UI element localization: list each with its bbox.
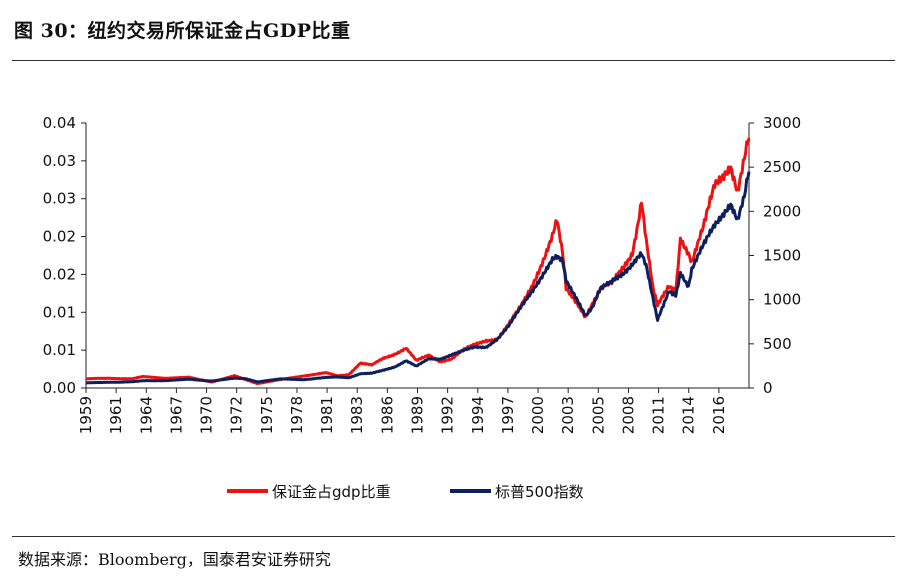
right-axis-tick-label: 1500 bbox=[763, 247, 801, 265]
series-line-sp500 bbox=[85, 171, 751, 385]
left-axis-tick-label: 0.04 bbox=[43, 114, 76, 132]
right-axis-tick-label: 500 bbox=[763, 335, 792, 353]
x-axis-tick-label: 2000 bbox=[529, 396, 547, 434]
title-rule bbox=[12, 60, 895, 61]
x-axis-tick-label: 1972 bbox=[228, 396, 246, 434]
left-axis-tick-label: 0.03 bbox=[43, 190, 76, 208]
source-rule bbox=[12, 536, 895, 537]
x-axis-tick-label: 1978 bbox=[288, 396, 306, 434]
x-axis-tick-label: 2008 bbox=[619, 396, 637, 434]
right-axis-tick-label: 3000 bbox=[763, 114, 801, 132]
left-axis-tick-label: 0.01 bbox=[43, 303, 76, 321]
x-axis-tick-label: 1997 bbox=[499, 396, 517, 434]
x-axis-tick-label: 1981 bbox=[318, 396, 336, 434]
x-axis-tick-label: 1975 bbox=[258, 396, 276, 434]
x-axis-tick-label: 1964 bbox=[137, 396, 155, 434]
series-layer bbox=[85, 137, 751, 386]
x-axis-tick-label: 1970 bbox=[198, 396, 216, 434]
x-axis-tick-label: 1959 bbox=[77, 396, 95, 434]
x-axis-tick-label: 1989 bbox=[409, 396, 427, 434]
left-axis-tick-label: 0.02 bbox=[43, 228, 76, 246]
x-axis-tick-label: 1983 bbox=[348, 396, 366, 434]
x-axis-tick-label: 1994 bbox=[469, 396, 487, 434]
chart: 0.00 0.01 0.01 0.02 0.02 0.03 0.03 0.04 0 500 1000… bbox=[43, 114, 802, 501]
x-axis-tick-label: 2005 bbox=[589, 396, 607, 434]
x-axis-tick-label: 1961 bbox=[107, 396, 125, 434]
series-line-margin-ratio bbox=[85, 137, 751, 386]
left-axis-tick-label: 0.02 bbox=[43, 265, 76, 283]
x-axis-tick-label: 1992 bbox=[439, 396, 457, 434]
legend-label-margin-ratio: 保证金占gdp比重 bbox=[272, 483, 391, 501]
right-axis-tick-label: 0 bbox=[763, 379, 773, 397]
x-axis-tick-label: 2016 bbox=[710, 396, 728, 434]
right-axis-tick-label: 2000 bbox=[763, 202, 801, 220]
x-axis-tick-label: 1986 bbox=[378, 396, 396, 434]
axes: 0.00 0.01 0.01 0.02 0.02 0.03 0.03 0.04 0 500 1000… bbox=[43, 114, 802, 434]
left-axis-tick-label: 0.00 bbox=[43, 379, 76, 397]
x-axis-tick-label: 2014 bbox=[680, 396, 698, 434]
legend-label-sp500: 标普500指数 bbox=[495, 483, 584, 501]
legend: 保证金占gdp比重 标普500指数 bbox=[227, 483, 584, 501]
source-note: 数据来源：Bloomberg，国泰君安证券研究 bbox=[18, 550, 331, 569]
left-axis-tick-label: 0.01 bbox=[43, 341, 76, 359]
right-axis-tick-label: 2500 bbox=[763, 158, 801, 176]
x-axis-tick-label: 2003 bbox=[559, 396, 577, 434]
figure-title: 图 30：纽约交易所保证金占GDP比重 bbox=[14, 20, 351, 42]
x-axis-tick-label: 2011 bbox=[650, 396, 668, 434]
x-axis-tick-label: 1967 bbox=[167, 396, 185, 434]
right-axis-tick-label: 1000 bbox=[763, 291, 801, 309]
left-axis-tick-label: 0.03 bbox=[43, 152, 76, 170]
